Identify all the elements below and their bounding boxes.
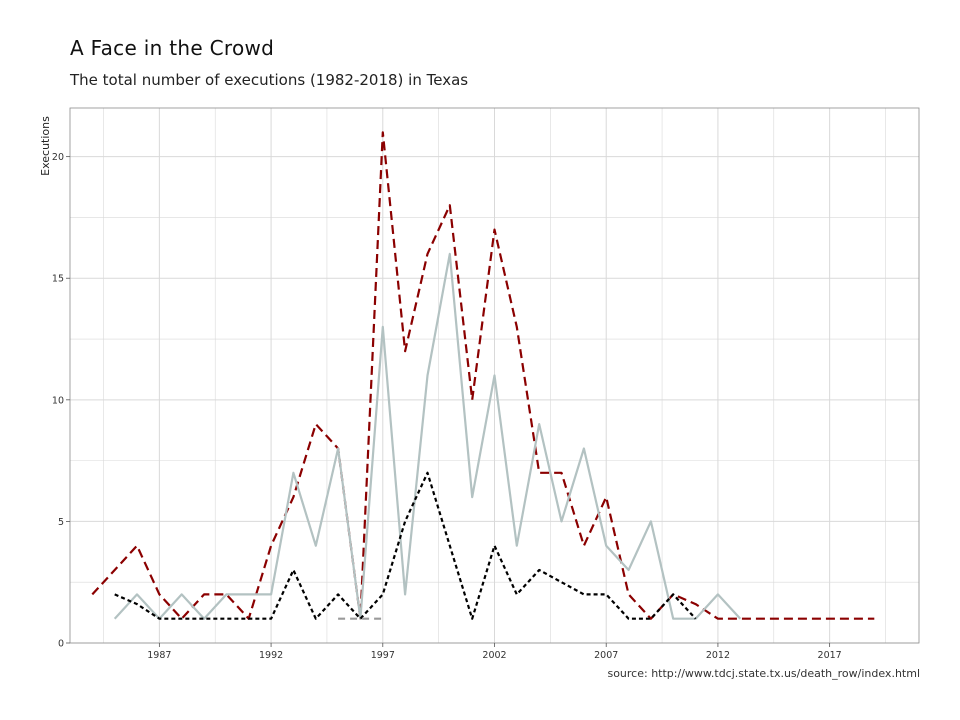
- y-tick-label: 10: [52, 395, 64, 406]
- x-tick-label: 2012: [706, 650, 730, 661]
- x-tick-label: 1992: [259, 650, 283, 661]
- y-axis-title: Executions: [39, 116, 52, 176]
- y-tick-label: 20: [52, 152, 64, 163]
- x-tick-label: 2017: [818, 650, 842, 661]
- y-axis-ticks: 0 5 10 15 20: [52, 152, 70, 650]
- y-tick-label: 15: [52, 274, 64, 285]
- y-tick-label: 5: [58, 517, 64, 528]
- series-line-1: [91, 131, 875, 620]
- series-lines: [91, 131, 875, 620]
- series-line-2: [113, 252, 742, 620]
- x-tick-label: 1997: [371, 650, 395, 661]
- x-tick-label: 2007: [594, 650, 618, 661]
- source-note: source: http://www.tdcj.state.tx.us/deat…: [607, 667, 920, 680]
- x-tick-label: 2002: [482, 650, 506, 661]
- y-tick-label: 0: [58, 639, 64, 650]
- x-axis-ticks: 1987 1992 1997 2002 2007 2012 2017: [147, 643, 842, 661]
- chart-title: A Face in the Crowd: [70, 36, 275, 60]
- x-tick-label: 1987: [147, 650, 171, 661]
- chart-subtitle: The total number of executions (1982-201…: [70, 71, 469, 89]
